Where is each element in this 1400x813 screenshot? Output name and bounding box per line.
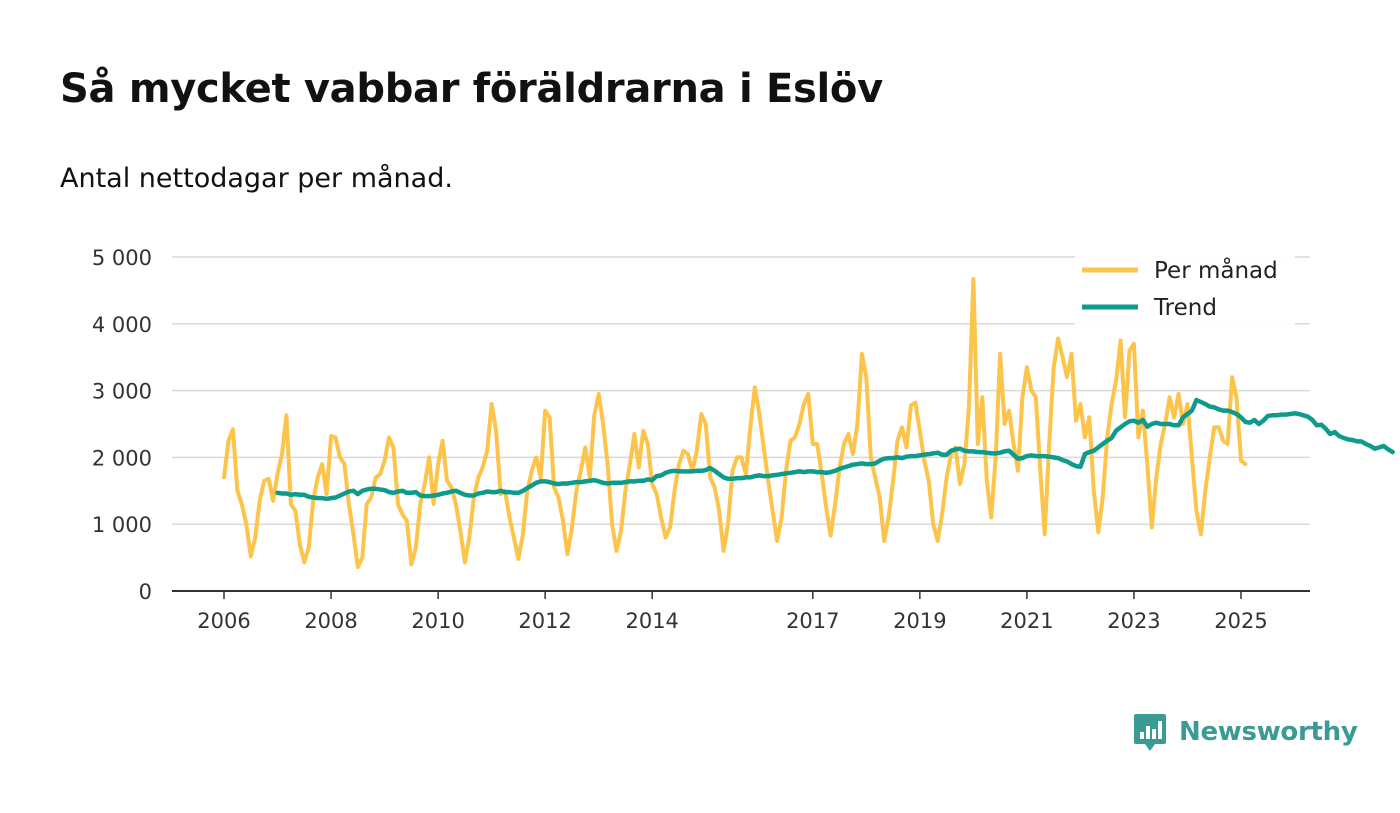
y-tick-label: 2 000	[92, 446, 152, 470]
x-axis	[172, 590, 1310, 599]
x-tick-label: 2021	[1000, 609, 1053, 633]
x-tick-label: 2012	[518, 609, 571, 633]
chart-subtitle: Antal nettodagar per månad.	[60, 163, 453, 194]
y-axis-tick-labels: 0 1 000 2 000 3 000 4 000 5 000	[92, 246, 152, 604]
y-tick-label: 5 000	[92, 246, 152, 270]
x-tick-label: 2006	[197, 609, 250, 633]
x-tick-label: 2025	[1214, 609, 1267, 633]
series-line-per-manad	[222, 277, 1248, 569]
x-tick-label: 2014	[625, 609, 678, 633]
y-tick-label: 0	[139, 580, 152, 604]
x-tick-label: 2019	[893, 609, 946, 633]
x-axis-tick-labels: 2006 2008 2010 2012 2014 2017 2019 2021 2023 2025	[197, 609, 1267, 633]
y-tick-label: 4 000	[92, 313, 152, 337]
y-tick-label: 3 000	[92, 380, 152, 404]
x-tick-label: 2010	[411, 609, 464, 633]
legend: Per månad Trend	[1075, 248, 1295, 326]
series-lines	[222, 277, 1395, 569]
legend-label: Trend	[1153, 295, 1217, 321]
x-tick-label: 2023	[1107, 609, 1160, 633]
newsworthy-logo-icon	[1134, 714, 1166, 751]
series-line-trend	[275, 397, 1395, 502]
legend-label: Per månad	[1154, 256, 1278, 284]
legend-box	[1075, 248, 1295, 326]
chart-title: Så mycket vabbar föräldrarna i Eslöv	[60, 66, 883, 112]
x-tick-label: 2017	[786, 609, 839, 633]
newsworthy-logo-text: Newsworthy	[1179, 717, 1358, 747]
y-tick-label: 1 000	[92, 513, 152, 537]
newsworthy-logo[interactable]: Newsworthy	[1133, 712, 1358, 752]
x-tick-label: 2008	[304, 609, 357, 633]
